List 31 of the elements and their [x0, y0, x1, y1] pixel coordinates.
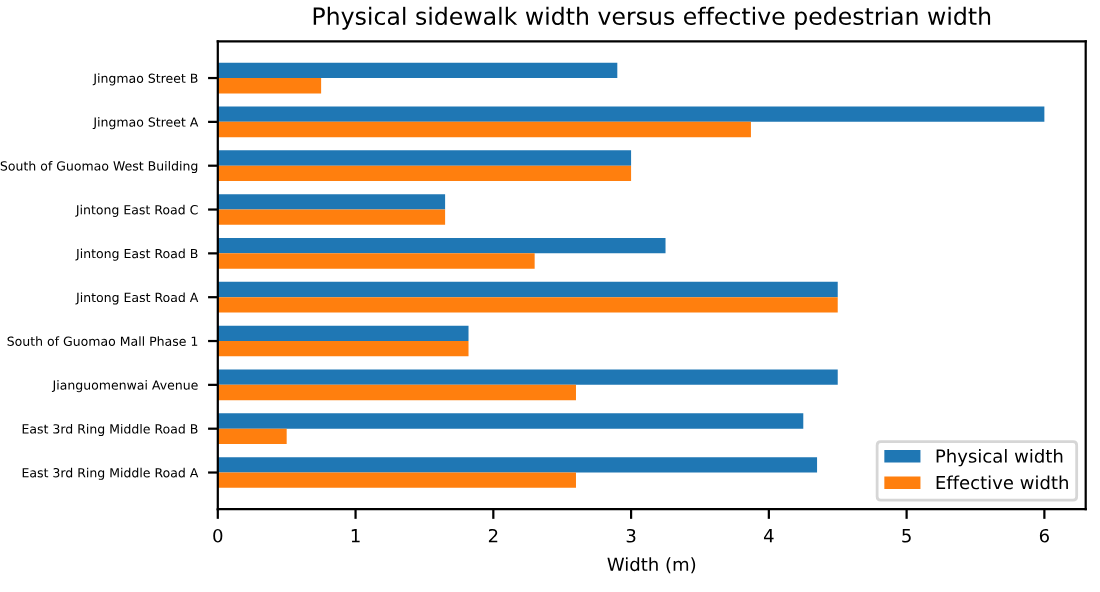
bar — [217, 457, 818, 473]
bar — [217, 62, 618, 79]
bar — [217, 238, 666, 254]
bar — [217, 369, 838, 385]
bar — [217, 384, 576, 401]
x-tick-label: 2 — [488, 528, 498, 543]
bar — [217, 297, 838, 313]
bar — [217, 341, 469, 357]
bar — [217, 472, 576, 488]
legend-label: Physical width — [936, 448, 1063, 467]
bar — [217, 150, 632, 166]
bar — [217, 121, 751, 138]
bar — [217, 78, 322, 94]
bar — [217, 253, 535, 269]
x-tick-label: 4 — [763, 529, 774, 543]
x-tick-label: 0 — [213, 528, 223, 543]
bar — [217, 209, 446, 225]
x-tick-label: 3 — [626, 528, 636, 543]
chart-title: Physical sidewalk width versus effective pedestrian width — [313, 6, 991, 30]
x-tick-label: 6 — [1039, 528, 1049, 543]
legend-label: Effective width — [936, 475, 1068, 490]
x-tick-label: 5 — [902, 529, 911, 543]
bar — [217, 106, 1045, 122]
bar — [217, 281, 838, 298]
bar — [217, 413, 804, 429]
x-axis-title: Width (m) — [607, 557, 696, 574]
x-tick-label: 1 — [351, 529, 360, 543]
bar — [217, 325, 469, 342]
bar — [217, 428, 287, 445]
bar — [217, 194, 446, 210]
bar — [217, 165, 632, 182]
